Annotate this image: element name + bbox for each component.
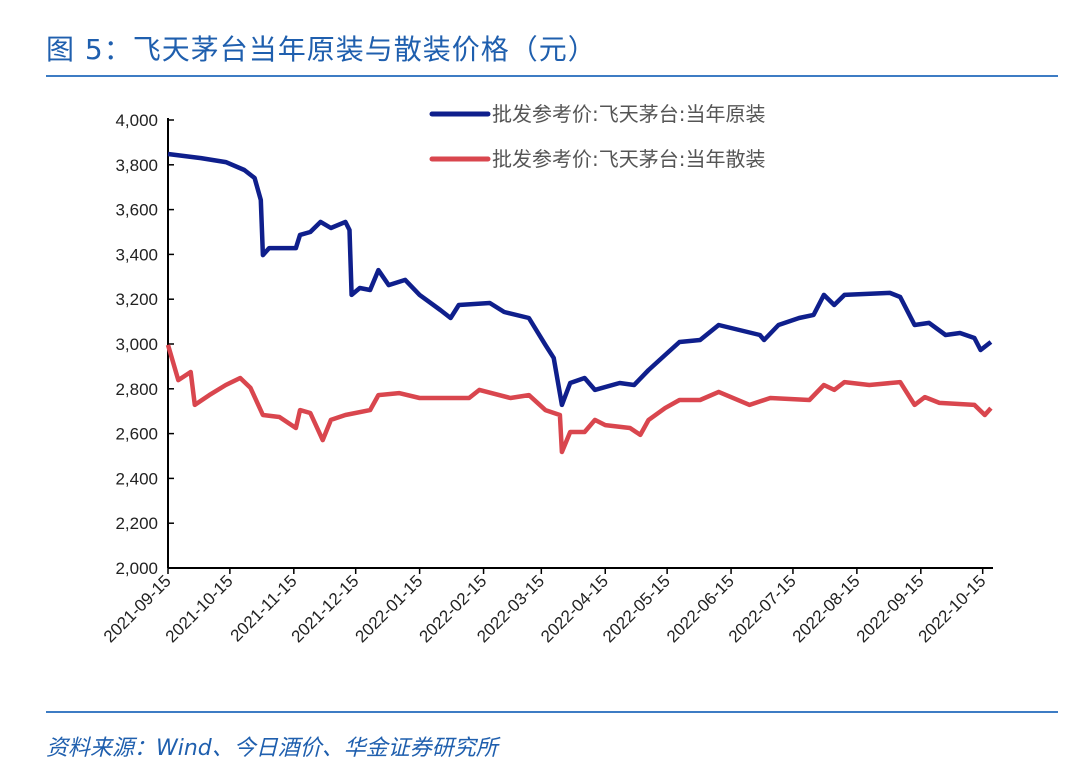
y-tick-label: 3,600: [115, 201, 158, 220]
y-tick-label: 2,600: [115, 425, 158, 444]
y-tick-label: 2,400: [115, 469, 158, 488]
series-lines: [165, 151, 993, 455]
title-divider: [46, 75, 1058, 77]
y-tick-label: 2,200: [115, 514, 158, 533]
y-tick-label: 3,200: [115, 290, 158, 309]
y-tick-label: 3,400: [115, 245, 158, 264]
series-line-loose: [165, 344, 993, 455]
figure-title: 图 5：飞天茅台当年原装与散装价格（元）: [46, 33, 597, 66]
y-tick-label: 3,000: [115, 335, 158, 354]
source-note: 资料来源：Wind、今日酒价、华金证券研究所: [46, 736, 498, 761]
y-tick-label: 2,800: [115, 380, 158, 399]
y-tick-label: 2,000: [115, 559, 158, 578]
x-tick-label: 2021-10-15: [162, 571, 237, 646]
x-tick-label: 2021-12-15: [288, 571, 363, 646]
x-tick-label: 2022-08-15: [789, 571, 864, 646]
x-tick-label: 2022-01-15: [352, 571, 427, 646]
x-tick-label: 2022-05-15: [599, 571, 674, 646]
x-tick-label: 2022-07-15: [725, 571, 800, 646]
series-line-original: [167, 151, 993, 408]
y-tick-label: 3,800: [115, 156, 158, 175]
footer-divider: [46, 711, 1058, 713]
legend-label-loose: 批发参考价:飞天茅台:当年散装: [492, 147, 765, 171]
legend: 批发参考价:飞天茅台:当年原装 批发参考价:飞天茅台:当年散装: [429, 102, 765, 171]
legend-label-original: 批发参考价:飞天茅台:当年原装: [492, 102, 765, 126]
y-tick-label: 4,000: [115, 111, 158, 130]
x-tick-label: 2022-10-15: [915, 571, 990, 646]
